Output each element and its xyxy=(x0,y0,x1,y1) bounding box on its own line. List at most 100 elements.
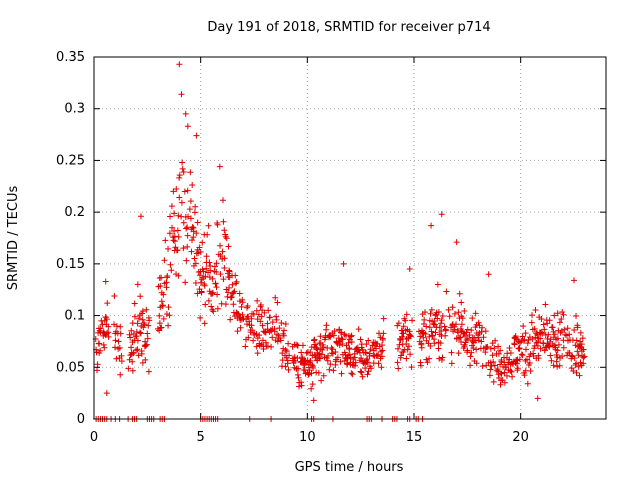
data-point xyxy=(257,318,264,325)
data-point xyxy=(446,313,453,320)
data-point xyxy=(167,213,174,220)
data-point xyxy=(164,273,171,280)
data-point xyxy=(161,257,168,264)
data-point xyxy=(192,203,199,210)
data-point xyxy=(193,230,200,237)
data-point xyxy=(358,355,365,362)
data-point xyxy=(214,305,221,312)
data-point xyxy=(363,341,370,348)
data-point xyxy=(283,348,290,355)
data-point xyxy=(192,260,199,267)
data-point xyxy=(348,332,355,339)
data-point xyxy=(359,346,366,353)
data-point xyxy=(548,357,555,364)
data-point xyxy=(183,225,190,232)
data-point xyxy=(181,188,188,195)
data-point xyxy=(573,337,580,344)
data-point xyxy=(104,300,111,307)
data-point xyxy=(310,365,317,372)
data-point xyxy=(547,352,554,359)
data-point xyxy=(327,333,334,340)
data-point xyxy=(438,357,445,364)
data-point xyxy=(217,271,224,278)
data-point xyxy=(253,343,260,350)
data-point xyxy=(156,312,163,319)
data-point xyxy=(455,350,462,357)
data-point xyxy=(97,325,104,332)
data-point-notable xyxy=(216,163,223,170)
data-point xyxy=(197,279,204,286)
data-point xyxy=(581,353,588,360)
data-point xyxy=(198,288,205,295)
data-point xyxy=(317,333,324,340)
data-point xyxy=(191,209,198,216)
data-point xyxy=(260,346,267,353)
data-point xyxy=(258,313,265,320)
data-point xyxy=(332,349,339,356)
data-point xyxy=(327,361,334,368)
data-point xyxy=(435,308,442,315)
data-point xyxy=(180,245,187,252)
data-point xyxy=(174,227,181,234)
data-point xyxy=(432,321,439,328)
data-point xyxy=(523,346,530,353)
data-point xyxy=(478,338,485,345)
data-point-notable xyxy=(176,61,183,68)
data-point xyxy=(395,345,402,352)
data-point xyxy=(497,381,504,388)
data-point xyxy=(367,346,374,353)
data-point xyxy=(178,199,185,206)
data-point xyxy=(479,363,486,370)
data-point xyxy=(103,330,110,337)
data-point xyxy=(529,312,536,319)
data-point xyxy=(143,306,150,313)
data-point xyxy=(189,237,196,244)
data-point xyxy=(163,310,170,317)
data-point xyxy=(234,328,241,335)
data-point xyxy=(117,323,124,330)
data-point xyxy=(365,337,372,344)
data-point xyxy=(418,344,425,351)
data-point xyxy=(183,257,190,264)
data-point xyxy=(561,326,568,333)
data-point xyxy=(142,338,149,345)
data-point xyxy=(273,313,280,320)
data-point xyxy=(248,315,255,322)
data-point xyxy=(526,359,533,366)
data-point xyxy=(305,371,312,378)
data-point xyxy=(364,359,371,366)
data-point xyxy=(331,328,338,335)
data-point xyxy=(521,372,528,379)
data-point xyxy=(94,367,101,374)
data-point xyxy=(528,319,535,326)
data-point xyxy=(200,268,207,275)
data-point xyxy=(527,368,534,375)
data-point xyxy=(490,378,497,385)
data-point xyxy=(220,218,227,225)
data-point xyxy=(135,352,142,359)
data-point xyxy=(549,324,556,331)
data-point xyxy=(325,352,332,359)
data-point xyxy=(478,328,485,335)
data-point xyxy=(158,298,165,305)
data-point xyxy=(100,341,107,348)
data-point xyxy=(213,284,220,291)
y-axis-label: SRMTID / TECUs xyxy=(6,186,21,291)
data-point xyxy=(232,280,239,287)
data-point xyxy=(479,324,486,331)
data-point xyxy=(160,315,167,322)
data-point xyxy=(492,337,499,344)
data-point xyxy=(159,302,166,309)
data-point xyxy=(554,310,561,317)
data-point xyxy=(319,346,326,353)
data-point xyxy=(273,316,280,323)
data-point xyxy=(352,359,359,366)
data-point xyxy=(231,288,238,295)
data-point xyxy=(206,259,213,266)
data-point xyxy=(409,317,416,324)
data-point xyxy=(576,372,583,379)
data-point xyxy=(254,350,261,357)
data-point xyxy=(352,362,359,369)
data-point xyxy=(295,374,302,381)
data-point xyxy=(556,319,563,326)
